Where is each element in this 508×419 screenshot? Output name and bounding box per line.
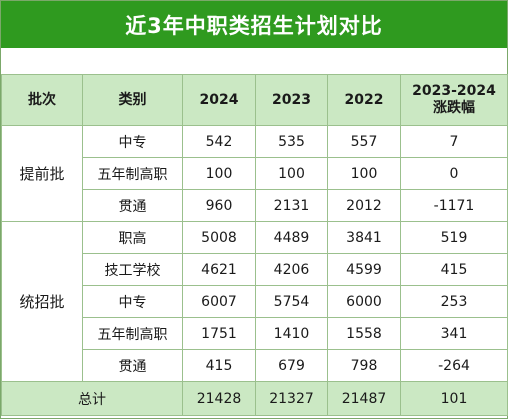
value-2023: 100 [255,157,328,190]
value-2023: 535 [255,125,328,158]
value-2024: 100 [182,157,256,190]
table-row: 中专 6007 5754 6000 253 [2,285,508,318]
table-row: 五年制高职 100 100 100 0 [2,157,508,190]
category-cell: 中专 [82,285,183,318]
value-change: 253 [400,285,508,318]
value-2024: 542 [182,125,256,158]
category-cell: 贯通 [82,189,183,222]
value-2023: 2131 [255,189,328,222]
category-cell: 职高 [82,221,183,254]
category-cell: 贯通 [82,349,183,382]
value-change: -264 [400,349,508,382]
value-2022: 1558 [327,317,401,350]
category-cell: 中专 [82,125,183,158]
value-2023: 1410 [255,317,328,350]
category-cell: 技工学校 [82,253,183,286]
value-2024: 1751 [182,317,256,350]
total-change: 101 [400,381,508,416]
value-change: -1171 [400,189,508,222]
value-2022: 100 [327,157,401,190]
total-2024: 21428 [182,381,256,416]
title-spacer [1,48,507,74]
total-label: 总计 [1,381,183,416]
header-category: 类别 [82,74,183,126]
header-batch: 批次 [1,74,83,126]
value-change: 7 [400,125,508,158]
value-2023: 4206 [255,253,328,286]
value-2022: 798 [327,349,401,382]
value-2024: 5008 [182,221,256,254]
table-row: 五年制高职 1751 1410 1558 341 [2,317,508,350]
header-2022: 2022 [327,74,401,126]
value-2023: 4489 [255,221,328,254]
value-2024: 6007 [182,285,256,318]
value-2022: 557 [327,125,401,158]
value-2023: 679 [255,349,328,382]
enrollment-table: 批次 类别 2024 2023 2022 2023-2024 涨跌幅 提前批 中… [1,74,508,416]
header-change: 2023-2024 涨跌幅 [400,74,508,126]
category-cell: 五年制高职 [82,157,183,190]
category-cell: 五年制高职 [82,317,183,350]
value-2024: 4621 [182,253,256,286]
total-row: 总计 21428 21327 21487 101 [1,381,508,416]
header-2024: 2024 [182,74,256,126]
group-label-unified: 统招批 [1,221,83,382]
header-2023: 2023 [255,74,328,126]
table-row: 统招批 职高 5008 4489 3841 519 [1,221,508,382]
value-2022: 3841 [327,221,401,254]
value-change: 415 [400,253,508,286]
value-2022: 4599 [327,253,401,286]
page-title: 近3年中职类招生计划对比 [1,1,507,48]
value-change: 519 [400,221,508,254]
value-2022: 2012 [327,189,401,222]
total-2023: 21327 [255,381,328,416]
table-row: 贯通 415 679 798 -264 [2,349,508,382]
total-2022: 21487 [327,381,401,416]
header-change-years: 2023-2024 [412,83,496,99]
group-label-early: 提前批 [1,125,83,222]
header-change-label: 涨跌幅 [433,100,475,116]
table-row: 提前批 中专 542 535 557 7 [1,125,508,222]
value-change: 0 [400,157,508,190]
header-row: 批次 类别 2024 2023 2022 2023-2024 涨跌幅 [1,74,508,126]
value-2024: 960 [182,189,256,222]
value-2024: 415 [182,349,256,382]
value-2022: 6000 [327,285,401,318]
value-change: 341 [400,317,508,350]
value-2023: 5754 [255,285,328,318]
